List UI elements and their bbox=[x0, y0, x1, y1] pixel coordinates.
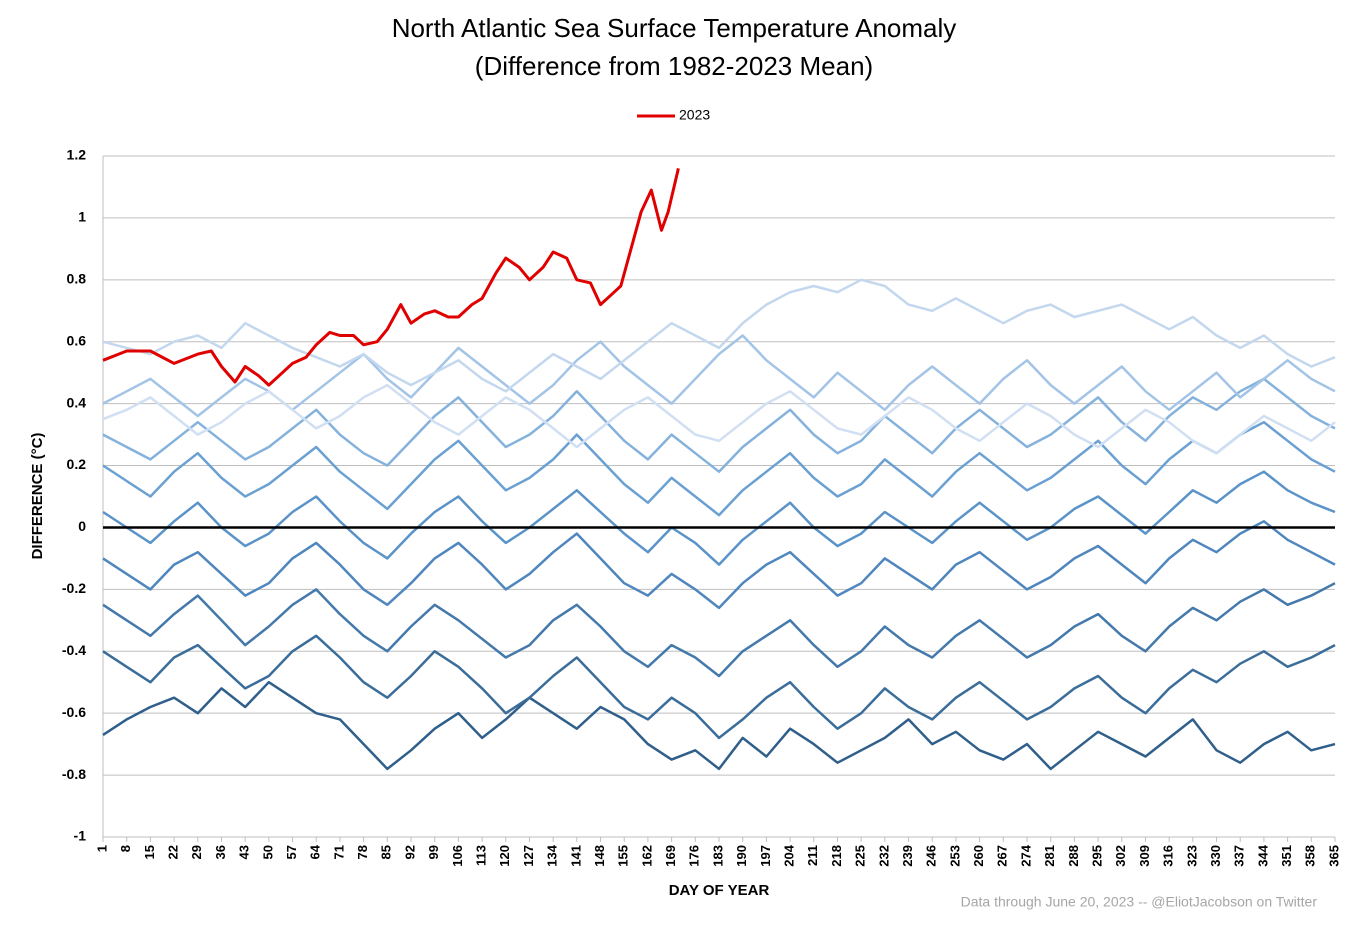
chart-subtitle: (Difference from 1982-2023 Mean) bbox=[475, 51, 873, 81]
highlight-line bbox=[102, 168, 680, 387]
y-tick-label: -1 bbox=[74, 828, 87, 844]
x-tick-label: 43 bbox=[237, 845, 252, 859]
x-tick-label: 71 bbox=[331, 845, 346, 859]
y-tick-label: -0.2 bbox=[62, 580, 86, 596]
x-tick-label: 274 bbox=[1018, 844, 1033, 866]
x-tick-label: 78 bbox=[355, 845, 370, 859]
y-tick-label: 0.4 bbox=[67, 394, 87, 410]
x-tick-label: 281 bbox=[1042, 845, 1057, 867]
x-tick-label: 15 bbox=[142, 845, 157, 859]
year-line bbox=[102, 680, 1336, 771]
x-tick-label: 8 bbox=[118, 845, 133, 852]
y-tick-label: 0.2 bbox=[67, 456, 87, 472]
x-tick-label: 288 bbox=[1066, 845, 1081, 867]
year-line bbox=[102, 377, 1336, 473]
x-tick-label: 330 bbox=[1208, 845, 1223, 867]
x-tick-label: 99 bbox=[426, 845, 441, 859]
x-tick-label: 309 bbox=[1137, 845, 1152, 867]
x-tick-label: 323 bbox=[1184, 845, 1199, 867]
x-tick-label: 148 bbox=[592, 845, 607, 867]
x-tick-label: 92 bbox=[402, 845, 417, 859]
x-tick-label: 218 bbox=[829, 845, 844, 867]
y-axis-label: DIFFERENCE (°C) bbox=[29, 433, 46, 560]
x-tick-label: 155 bbox=[616, 845, 631, 867]
x-tick-label: 162 bbox=[639, 845, 654, 867]
year-line bbox=[102, 520, 1336, 610]
x-tick-label: 246 bbox=[924, 845, 939, 867]
y-tick-label: 1.2 bbox=[67, 147, 87, 163]
x-tick-label: 302 bbox=[1113, 845, 1128, 867]
y-tick-label: -0.4 bbox=[62, 642, 86, 658]
x-tick-label: 120 bbox=[497, 845, 512, 867]
y-tick-label: 0.8 bbox=[67, 271, 87, 287]
x-tick-label: 85 bbox=[379, 845, 394, 859]
y-tick-label: 0.6 bbox=[67, 332, 87, 348]
x-tick-label: 232 bbox=[876, 845, 891, 867]
x-tick-label: 253 bbox=[947, 845, 962, 867]
y-tick-label: 0 bbox=[78, 518, 86, 534]
x-tick-label: 29 bbox=[189, 845, 204, 859]
legend-label: 2023 bbox=[679, 107, 710, 123]
x-tick-label: 267 bbox=[995, 845, 1010, 867]
x-tick-label: 344 bbox=[1255, 844, 1270, 866]
year-line bbox=[102, 334, 1336, 418]
x-tick-label: 197 bbox=[758, 845, 773, 867]
x-tick-label: 358 bbox=[1303, 845, 1318, 867]
x-tick-label: 106 bbox=[450, 845, 465, 867]
x-tick-label: 141 bbox=[568, 845, 583, 867]
x-tick-label: 295 bbox=[1090, 845, 1105, 867]
chart-title: North Atlantic Sea Surface Temperature A… bbox=[392, 13, 957, 43]
x-tick-label: 134 bbox=[545, 844, 560, 866]
x-tick-label: 1 bbox=[94, 845, 109, 852]
x-tick-label: 365 bbox=[1326, 845, 1341, 867]
x-tick-label: 169 bbox=[663, 845, 678, 867]
year-line bbox=[102, 383, 1336, 455]
year-line bbox=[102, 278, 1336, 393]
x-axis-label: DAY OF YEAR bbox=[669, 882, 770, 899]
x-tick-label: 204 bbox=[782, 844, 797, 866]
x-tick-label: 36 bbox=[213, 845, 228, 859]
y-tick-label: -0.6 bbox=[62, 704, 86, 720]
year-line bbox=[102, 634, 1336, 740]
x-tick-label: 190 bbox=[734, 845, 749, 867]
year-line bbox=[102, 582, 1336, 678]
x-tick-label: 337 bbox=[1232, 845, 1247, 867]
year-line bbox=[102, 470, 1336, 566]
x-tick-label: 260 bbox=[971, 845, 986, 867]
x-tick-label: 176 bbox=[687, 845, 702, 867]
x-tick-label: 22 bbox=[166, 845, 181, 859]
x-tick-label: 225 bbox=[853, 845, 868, 867]
y-tick-label: 1 bbox=[78, 209, 86, 225]
x-tick-label: 113 bbox=[474, 845, 489, 866]
x-tick-label: 211 bbox=[805, 845, 820, 866]
y-tick-label: -0.8 bbox=[62, 766, 86, 782]
x-tick-label: 183 bbox=[710, 845, 725, 867]
x-tick-label: 57 bbox=[284, 845, 299, 859]
x-tick-label: 239 bbox=[900, 845, 915, 867]
x-tick-label: 316 bbox=[1161, 845, 1176, 867]
x-tick-label: 64 bbox=[308, 844, 323, 859]
x-tick-label: 351 bbox=[1279, 845, 1294, 867]
x-tick-label: 50 bbox=[260, 845, 275, 859]
source-note: Data through June 20, 2023 -- @EliotJaco… bbox=[961, 894, 1318, 910]
x-tick-label: 127 bbox=[521, 845, 536, 867]
year-line bbox=[102, 420, 1336, 517]
